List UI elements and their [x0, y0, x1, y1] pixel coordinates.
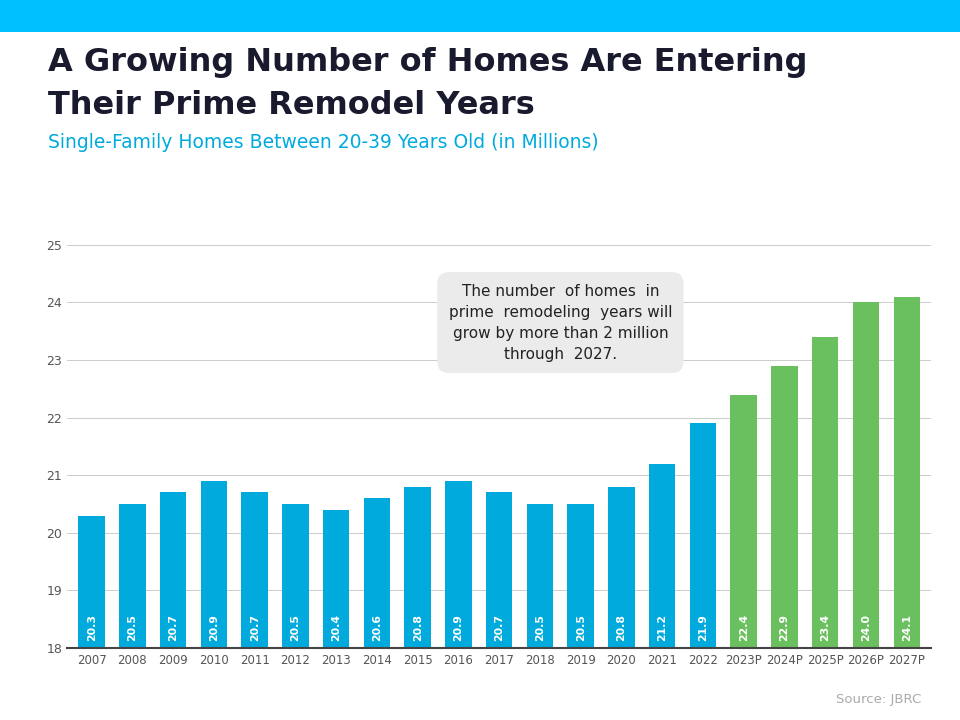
Text: 20.8: 20.8: [413, 614, 422, 641]
Text: A Growing Number of Homes Are Entering: A Growing Number of Homes Are Entering: [48, 47, 807, 78]
Bar: [894, 297, 920, 648]
Text: 20.5: 20.5: [576, 614, 586, 641]
Text: 20.5: 20.5: [535, 614, 545, 641]
Text: 20.9: 20.9: [209, 614, 219, 641]
Bar: [323, 510, 349, 648]
Text: 24.0: 24.0: [861, 614, 871, 641]
Bar: [852, 302, 879, 648]
Bar: [160, 492, 186, 648]
Text: 20.9: 20.9: [453, 614, 464, 641]
Bar: [241, 492, 268, 648]
Bar: [812, 337, 838, 648]
Text: 20.7: 20.7: [168, 614, 179, 641]
Text: 21.9: 21.9: [698, 614, 708, 641]
Text: 23.4: 23.4: [820, 614, 830, 641]
Text: Source: JBRC: Source: JBRC: [836, 693, 922, 706]
Bar: [201, 481, 228, 648]
Bar: [445, 481, 471, 648]
Text: 20.8: 20.8: [616, 614, 627, 641]
Text: 20.5: 20.5: [291, 614, 300, 641]
Bar: [119, 504, 146, 648]
Text: Their Prime Remodel Years: Their Prime Remodel Years: [48, 90, 535, 121]
Text: 20.4: 20.4: [331, 614, 341, 641]
Bar: [486, 492, 513, 648]
Bar: [649, 464, 676, 648]
Text: 20.7: 20.7: [250, 614, 259, 641]
Text: The number  of homes  in
prime  remodeling  years will
grow by more than 2 milli: The number of homes in prime remodeling …: [448, 284, 672, 361]
Bar: [527, 504, 553, 648]
Text: 22.4: 22.4: [739, 614, 749, 641]
Bar: [79, 516, 105, 648]
Bar: [567, 504, 594, 648]
Text: 21.2: 21.2: [658, 614, 667, 641]
Text: 20.7: 20.7: [494, 614, 504, 641]
Text: Single-Family Homes Between 20-39 Years Old (in Millions): Single-Family Homes Between 20-39 Years …: [48, 133, 599, 152]
Bar: [689, 423, 716, 648]
Text: 20.3: 20.3: [86, 614, 97, 641]
Bar: [771, 366, 798, 648]
Text: 20.5: 20.5: [128, 614, 137, 641]
Bar: [609, 487, 635, 648]
Bar: [404, 487, 431, 648]
Bar: [282, 504, 309, 648]
Text: 20.6: 20.6: [372, 614, 382, 641]
Bar: [731, 395, 757, 648]
Bar: [364, 498, 390, 648]
Text: 22.9: 22.9: [780, 614, 789, 641]
Text: 24.1: 24.1: [901, 614, 912, 641]
